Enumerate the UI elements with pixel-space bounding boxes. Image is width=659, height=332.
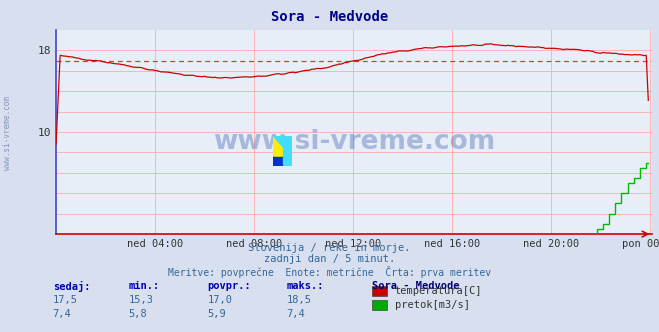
Bar bbox=[273, 136, 283, 157]
Text: 7,4: 7,4 bbox=[53, 309, 71, 319]
Text: sedaj:: sedaj: bbox=[53, 281, 90, 291]
Text: min.:: min.: bbox=[129, 281, 159, 290]
Bar bbox=[283, 136, 292, 157]
Text: Slovenija / reke in morje.: Slovenija / reke in morje. bbox=[248, 243, 411, 253]
Bar bbox=[283, 157, 292, 166]
Text: Meritve: povprečne  Enote: metrične  Črta: prva meritev: Meritve: povprečne Enote: metrične Črta:… bbox=[168, 266, 491, 278]
Text: 5,9: 5,9 bbox=[208, 309, 226, 319]
Text: Sora - Medvode: Sora - Medvode bbox=[271, 10, 388, 24]
Polygon shape bbox=[273, 157, 283, 166]
Text: povpr.:: povpr.: bbox=[208, 281, 251, 290]
Text: www.si-vreme.com: www.si-vreme.com bbox=[3, 96, 13, 170]
Bar bbox=[273, 157, 283, 166]
Text: maks.:: maks.: bbox=[287, 281, 324, 290]
Text: 7,4: 7,4 bbox=[287, 309, 305, 319]
Text: www.si-vreme.com: www.si-vreme.com bbox=[213, 129, 496, 155]
Text: temperatura[C]: temperatura[C] bbox=[395, 287, 482, 296]
Text: Sora - Medvode: Sora - Medvode bbox=[372, 281, 460, 290]
Polygon shape bbox=[273, 136, 292, 157]
Text: 5,8: 5,8 bbox=[129, 309, 147, 319]
Text: 18,5: 18,5 bbox=[287, 295, 312, 305]
Text: pretok[m3/s]: pretok[m3/s] bbox=[395, 300, 470, 310]
Text: zadnji dan / 5 minut.: zadnji dan / 5 minut. bbox=[264, 254, 395, 264]
Text: 15,3: 15,3 bbox=[129, 295, 154, 305]
Text: 17,0: 17,0 bbox=[208, 295, 233, 305]
Text: 17,5: 17,5 bbox=[53, 295, 78, 305]
